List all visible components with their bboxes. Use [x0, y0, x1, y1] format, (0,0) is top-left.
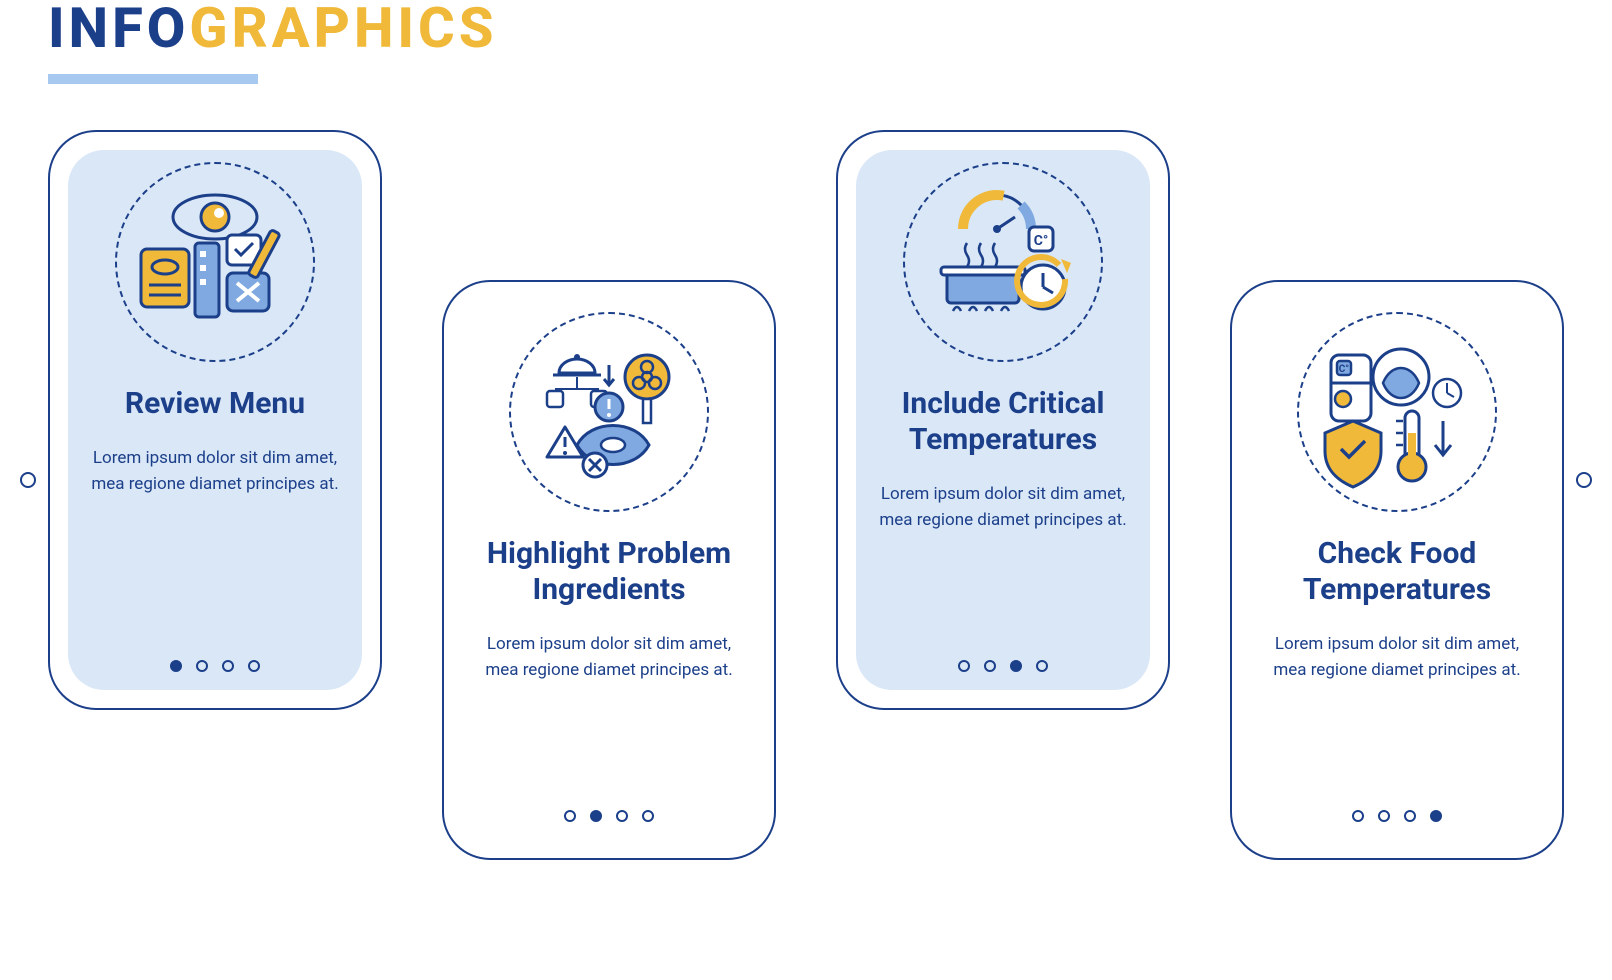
- cards-container: Review Menu Lorem ipsum dolor sit dim ame…: [48, 130, 1564, 860]
- dot-1: [564, 810, 576, 822]
- card-body: Lorem ipsum dolor sit dim amet, mea regi…: [466, 632, 752, 782]
- card-wrapper-include-critical: Include Critical Temperatures Lorem ipsum…: [836, 130, 1170, 710]
- pagination-dots: [170, 660, 260, 672]
- dot-4: [1430, 810, 1442, 822]
- dot-1: [958, 660, 970, 672]
- card-check-food: Check Food Temperatures Lorem ipsum dolor…: [1230, 280, 1564, 860]
- card-wrapper-check-food: Check Food Temperatures Lorem ipsum dolor…: [1230, 280, 1564, 860]
- card-body: Lorem ipsum dolor sit dim amet, mea regi…: [1254, 632, 1540, 782]
- dot-2: [1378, 810, 1390, 822]
- thermo-icon: [1297, 312, 1497, 512]
- header-title: INFOGRAPHICS: [48, 0, 498, 56]
- card-title: Highlight Problem Ingredients: [466, 536, 752, 608]
- dot-3: [1010, 660, 1022, 672]
- header-word1: INFO: [48, 0, 189, 61]
- header-word2: GRAPHICS: [189, 0, 497, 61]
- dot-2: [196, 660, 208, 672]
- dot-4: [248, 660, 260, 672]
- pagination-dots: [564, 810, 654, 822]
- card-body: Lorem ipsum dolor sit dim amet, mea regi…: [72, 446, 358, 632]
- card-body: Lorem ipsum dolor sit dim amet, mea regi…: [860, 482, 1146, 632]
- card-title: Check Food Temperatures: [1254, 536, 1540, 608]
- header-underline: [48, 74, 258, 84]
- card-include-critical: Include Critical Temperatures Lorem ipsum…: [836, 130, 1170, 710]
- dot-3: [616, 810, 628, 822]
- dot-2: [590, 810, 602, 822]
- card-wrapper-review-menu: Review Menu Lorem ipsum dolor sit dim ame…: [48, 130, 382, 710]
- review-icon: [115, 162, 315, 362]
- pagination-dots: [958, 660, 1048, 672]
- card-review-menu: Review Menu Lorem ipsum dolor sit dim ame…: [48, 130, 382, 710]
- dot-1: [1352, 810, 1364, 822]
- dot-4: [642, 810, 654, 822]
- dot-1: [170, 660, 182, 672]
- dot-3: [222, 660, 234, 672]
- pagination-dots: [1352, 810, 1442, 822]
- connector-dot-right: [1576, 472, 1592, 488]
- dot-4: [1036, 660, 1048, 672]
- card-highlight-problem: Highlight Problem Ingredients Lorem ipsum…: [442, 280, 776, 860]
- dot-3: [1404, 810, 1416, 822]
- card-title: Include Critical Temperatures: [860, 386, 1146, 458]
- connector-dot-left: [20, 472, 36, 488]
- dot-2: [984, 660, 996, 672]
- header: INFOGRAPHICS: [48, 0, 498, 84]
- hazard-icon: [509, 312, 709, 512]
- cooking-icon: [903, 162, 1103, 362]
- card-title: Review Menu: [115, 386, 315, 422]
- card-wrapper-highlight-problem: Highlight Problem Ingredients Lorem ipsum…: [442, 280, 776, 860]
